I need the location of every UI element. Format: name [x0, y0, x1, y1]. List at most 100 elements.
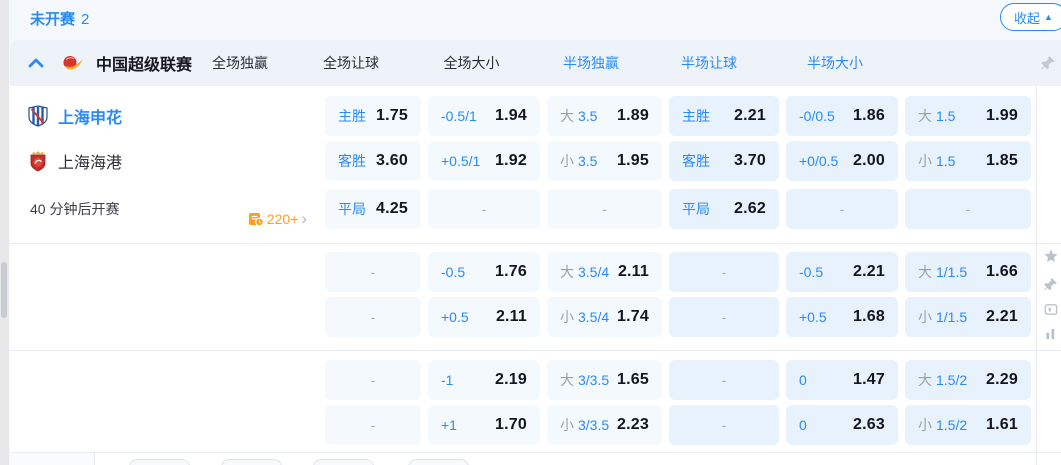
next-row-cell[interactable]: [408, 459, 469, 465]
odds-cell[interactable]: +0/0.5 2.00: [786, 141, 898, 181]
odds-line: -1: [441, 372, 454, 388]
section-divider: [10, 243, 1061, 244]
video-tool-icon[interactable]: [1043, 302, 1061, 318]
odds-cell[interactable]: 主胜 2.21: [669, 96, 779, 136]
odds-cell[interactable]: 大 1.5/2 2.29: [905, 360, 1031, 400]
odds-value: 2.11: [495, 308, 527, 325]
odds-cell[interactable]: 大 3/3.5 1.65: [547, 360, 662, 400]
odds-dash: -: [721, 309, 727, 325]
odds-line: 平局: [338, 201, 366, 217]
odds-cell[interactable]: -1 2.19: [428, 360, 540, 400]
odds-cell[interactable]: 小 1/1.5 2.21: [905, 297, 1031, 337]
odds-row-home: 上海申花 主胜 1.75 -0.5/1 1.94 大 3.5 1.89 主胜 2.21 -…: [10, 96, 1061, 136]
odds-prefix: 小: [918, 153, 932, 169]
odds-cell: -: [547, 189, 662, 229]
odds-cell[interactable]: 大 1/1.5 1.66: [905, 252, 1031, 292]
odds-cell: -: [428, 189, 540, 229]
odds-cell[interactable]: 小 3.5/4 1.74: [547, 297, 662, 337]
odds-value: 2.21: [853, 263, 885, 280]
league-card: 中国超级联赛 全场独赢 全场让球 全场大小 半场独赢 半场让球 半场大小 上海申…: [10, 40, 1061, 465]
odds-value: 3.70: [734, 152, 766, 169]
odds-value: 2.21: [734, 107, 766, 124]
odds-cell: -: [669, 252, 779, 292]
markets-count: 220+: [266, 211, 299, 227]
away-team-logo-icon: [30, 151, 46, 172]
odds-dash: -: [370, 417, 376, 433]
odds-value: 1.74: [617, 308, 649, 325]
odds-line: 3.5/4: [578, 264, 610, 280]
odds-cell[interactable]: 小 1.5 1.85: [905, 141, 1031, 181]
odds-cell[interactable]: 客胜 3.60: [325, 141, 421, 181]
odds-value: 1.86: [853, 107, 885, 124]
favorite-star-icon[interactable]: [1043, 248, 1061, 264]
status-label: 未开赛: [30, 11, 76, 28]
odds-cell[interactable]: 平局 4.25: [325, 189, 421, 229]
collapse-label: 收起: [1014, 10, 1041, 26]
stats-chart-icon[interactable]: [1043, 326, 1061, 342]
odds-cell: -: [325, 297, 421, 337]
odds-cell[interactable]: 大 3.5 1.89: [547, 96, 662, 136]
odds-cell[interactable]: 平局 2.62: [669, 189, 779, 229]
odds-line: 客胜: [338, 153, 366, 169]
odds-value: 1.92: [495, 152, 527, 169]
odds-value: 2.00: [853, 152, 885, 169]
odds-cell[interactable]: 小 1.5/2 1.61: [905, 405, 1031, 445]
right-rail-divider: [1036, 86, 1037, 465]
odds-value: 1.89: [617, 107, 649, 124]
odds-line: 0: [799, 372, 807, 388]
column-header-ft-overunder: 全场大小: [443, 55, 500, 71]
odds-line: -0.5: [441, 264, 466, 280]
odds-cell[interactable]: -0/0.5 1.86: [786, 96, 898, 136]
odds-prefix: 小: [560, 417, 574, 433]
odds-cell[interactable]: 小 3/3.5 2.23: [547, 405, 662, 445]
odds-value: 2.19: [495, 371, 527, 388]
odds-prefix: 大: [918, 264, 932, 280]
odds-value: 2.62: [734, 200, 766, 217]
odds-dash: -: [602, 201, 607, 217]
odds-cell[interactable]: -0.5/1 1.94: [428, 96, 540, 136]
pin-icon[interactable]: [1040, 55, 1056, 71]
away-team[interactable]: 上海海港: [10, 149, 325, 173]
odds-line: 1.5: [936, 153, 956, 169]
top-bar: 未开赛 2 收起 ▲: [9, 0, 1061, 40]
odds-cell[interactable]: 大 1.5 1.99: [905, 96, 1031, 136]
odds-line: 1/1.5: [936, 264, 968, 280]
odds-dash: -: [721, 264, 727, 280]
section-divider: [10, 350, 1061, 351]
odds-value: 1.99: [986, 107, 1018, 124]
odds-cell[interactable]: -0.5 1.76: [428, 252, 540, 292]
odds-cell[interactable]: +1 1.70: [428, 405, 540, 445]
column-header-ht-overunder: 半场大小: [807, 55, 864, 71]
next-row-cell[interactable]: [221, 459, 282, 465]
pin-tool-icon[interactable]: [1043, 277, 1061, 293]
odds-cell[interactable]: 0 2.63: [786, 405, 898, 445]
match-status-filter[interactable]: 未开赛 2: [30, 8, 89, 29]
odds-prefix: 大: [560, 372, 574, 388]
odds-cell[interactable]: -0.5 2.21: [786, 252, 898, 292]
next-row-cell[interactable]: [129, 459, 190, 465]
next-row-cell[interactable]: [313, 459, 374, 465]
odds-value: 3.60: [376, 152, 408, 169]
odds-cell[interactable]: 0 1.47: [786, 360, 898, 400]
odds-cell[interactable]: 主胜 1.75: [325, 96, 421, 136]
odds-row: - -1 2.19 大 3/3.5 1.65 - 0 1.47 大 1.5/2 2.29: [10, 360, 1061, 400]
more-markets-link[interactable]: 220+ ›: [248, 199, 307, 239]
chevron-up-icon[interactable]: [28, 56, 44, 70]
odds-cell[interactable]: +0.5 1.68: [786, 297, 898, 337]
odds-cell[interactable]: 小 3.5 1.95: [547, 141, 662, 181]
odds-cell[interactable]: +0.5/1 1.92: [428, 141, 540, 181]
odds-line: 1.5/2: [936, 417, 968, 433]
odds-cell[interactable]: +0.5 2.11: [428, 297, 540, 337]
scrollbar-track[interactable]: [0, 0, 9, 465]
kickoff-text: 40 分钟后开赛: [30, 201, 120, 217]
home-team[interactable]: 上海申花: [10, 104, 325, 128]
scrollbar-thumb[interactable]: [1, 262, 7, 318]
odds-cell[interactable]: 客胜 3.70: [669, 141, 779, 181]
collapse-button[interactable]: 收起 ▲: [1000, 3, 1061, 31]
odds-value: 1.85: [986, 152, 1018, 169]
odds-value: 1.70: [495, 416, 527, 433]
odds-value: 2.63: [853, 416, 885, 433]
odds-value: 1.76: [495, 263, 527, 280]
odds-value: 2.21: [986, 308, 1018, 325]
odds-cell[interactable]: 大 3.5/4 2.11: [547, 252, 662, 292]
